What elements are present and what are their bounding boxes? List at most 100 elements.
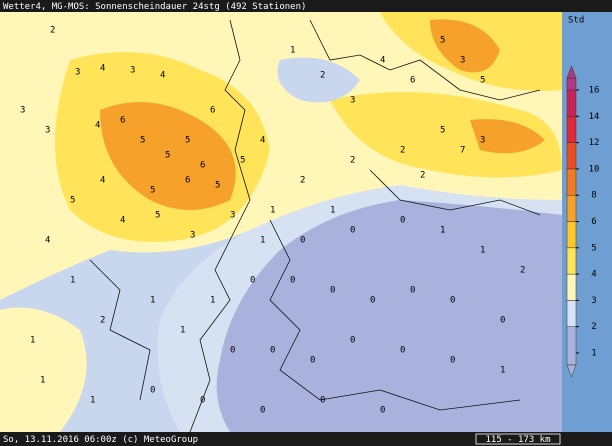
station-value: 0 xyxy=(310,356,315,366)
legend-tick-label: 3 xyxy=(591,296,596,306)
legend-tick-label: 14 xyxy=(589,112,600,122)
field-6 xyxy=(100,102,236,210)
legend-tick-label: 16 xyxy=(589,86,600,96)
station-value: 5 xyxy=(215,181,220,191)
station-value: 2 xyxy=(420,171,425,181)
station-value: 5 xyxy=(240,156,245,166)
station-value: 3 xyxy=(350,96,355,106)
border-line xyxy=(269,219,521,411)
legend-unit: Std xyxy=(568,16,584,26)
scale-box xyxy=(475,433,561,445)
field-4 xyxy=(330,92,562,178)
station-value: 2 xyxy=(520,266,525,276)
header-title: Wetter4, MG-MOS: Sonnenscheindauer 24stg… xyxy=(3,2,306,12)
legend-tick-label: 12 xyxy=(589,138,600,148)
station-value: 1 xyxy=(260,236,265,246)
legend-arrow-top xyxy=(566,65,577,79)
station-value: 6 xyxy=(410,76,415,86)
station-value: 7 xyxy=(460,146,465,156)
station-value: 1 xyxy=(90,396,95,406)
station-value: 5 xyxy=(150,186,155,196)
station-value: 0 xyxy=(230,346,235,356)
station-value: 1 xyxy=(480,246,485,256)
legend-swatch xyxy=(566,116,577,143)
field-6 xyxy=(470,119,545,154)
legend-tick-label: 5 xyxy=(591,243,596,253)
header-bar xyxy=(0,0,612,12)
legend-swatch xyxy=(566,168,577,196)
station-value: 3 xyxy=(190,231,195,241)
station-value: 5 xyxy=(480,76,485,86)
station-value: 0 xyxy=(380,406,385,416)
station-value: 3 xyxy=(130,66,135,76)
border-line xyxy=(369,169,541,216)
station-value: 0 xyxy=(330,286,335,296)
footer-scale: 115 - 173 km xyxy=(485,435,550,445)
station-value: 1 xyxy=(500,366,505,376)
station-value: 3 xyxy=(45,126,50,136)
station-value: 0 xyxy=(450,296,455,306)
station-value: 4 xyxy=(95,121,100,131)
station-value: 3 xyxy=(230,211,235,221)
legend-tick-label: 10 xyxy=(589,164,600,174)
station-value: 3 xyxy=(20,106,25,116)
field-2 xyxy=(277,57,360,103)
station-value: 1 xyxy=(180,326,185,336)
legend-tick-label: 8 xyxy=(591,191,596,201)
station-value: 2 xyxy=(400,146,405,156)
station-value: 0 xyxy=(270,346,275,356)
station-value: 0 xyxy=(200,396,205,406)
station-value: 0 xyxy=(410,286,415,296)
station-value: 3 xyxy=(75,68,80,78)
station-value: 0 xyxy=(260,406,265,416)
station-value: 4 xyxy=(120,216,125,226)
station-value: 1 xyxy=(330,206,335,216)
station-value: 1 xyxy=(270,206,275,216)
legend-tick-label: 6 xyxy=(591,217,596,227)
station-value: 0 xyxy=(370,296,375,306)
station-value: 0 xyxy=(350,336,355,346)
legend-swatch xyxy=(566,194,577,222)
station-value: 2 xyxy=(300,176,305,186)
map-fields xyxy=(0,12,562,432)
station-value: 5 xyxy=(155,211,160,221)
legend-swatch xyxy=(566,142,577,170)
station-value: 4 xyxy=(260,136,265,146)
legend-swatch xyxy=(566,247,577,275)
station-value: 0 xyxy=(450,356,455,366)
station-value: 0 xyxy=(400,346,405,356)
station-value: 5 xyxy=(165,151,170,161)
station-value: 0 xyxy=(290,276,295,286)
station-value: 3 xyxy=(460,56,465,66)
station-value: 4 xyxy=(45,236,50,246)
station-value: 2 xyxy=(350,156,355,166)
border-line xyxy=(309,19,541,101)
station-value: 2 xyxy=(320,71,325,81)
station-value: 1 xyxy=(40,376,45,386)
legend-swatch xyxy=(566,273,577,301)
legend-tick-label: 4 xyxy=(591,270,596,280)
legend-arrow-bottom xyxy=(566,364,577,378)
station-value: 0 xyxy=(350,226,355,236)
legend-swatch xyxy=(566,89,577,117)
legend-swatch xyxy=(566,221,577,249)
station-value: 0 xyxy=(320,396,325,406)
station-value: 6 xyxy=(210,106,215,116)
field-6 xyxy=(430,19,500,73)
legend-tick-label: 1 xyxy=(591,349,596,359)
station-value: 4 xyxy=(100,64,105,74)
station-value: 4 xyxy=(160,71,165,81)
field-3 xyxy=(0,307,87,432)
station-value: 1 xyxy=(210,296,215,306)
station-value: 0 xyxy=(300,236,305,246)
station-value: 5 xyxy=(140,136,145,146)
footer-text: So, 13.11.2016 06:00z (c) MeteoGroup xyxy=(3,435,198,445)
field-1 xyxy=(216,200,562,432)
station-value: 1 xyxy=(30,336,35,346)
legend-swatch xyxy=(566,77,577,91)
station-value: 4 xyxy=(100,176,105,186)
legend-swatch xyxy=(566,326,577,366)
station-value: 6 xyxy=(200,161,205,171)
